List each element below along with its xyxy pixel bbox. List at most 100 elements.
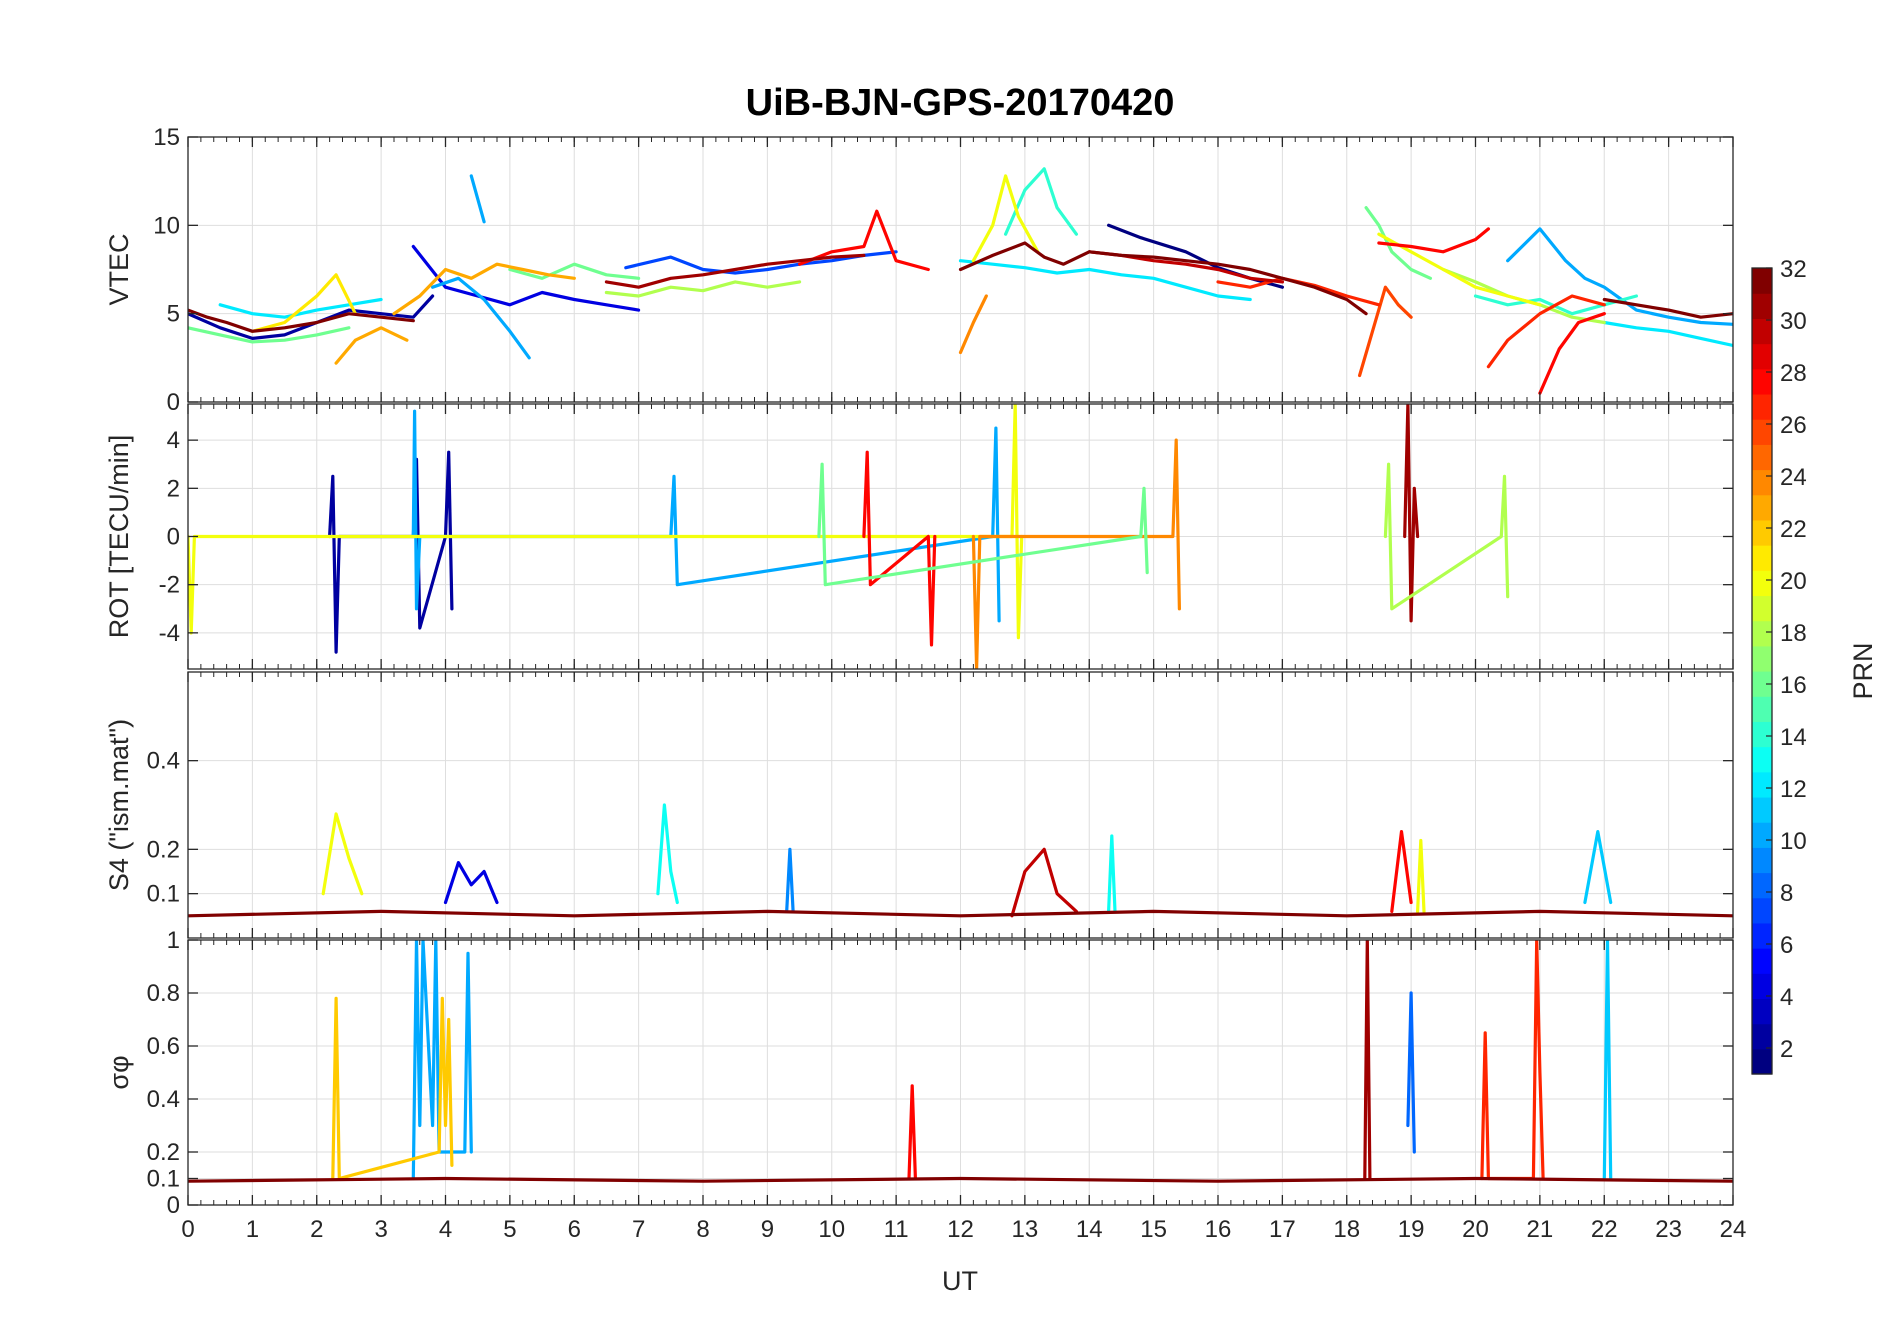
colorbar-tick-label: 16 <box>1780 672 1807 699</box>
x-tick-label: 21 <box>1527 1216 1554 1243</box>
y-tick-label: 10 <box>153 212 180 239</box>
y-tick-label: 2 <box>167 475 180 502</box>
series-line-prn-16 <box>817 462 1149 587</box>
colorbar-segment <box>1752 645 1772 672</box>
series-line-prn-32 <box>188 308 415 333</box>
series-line-prn-23 <box>334 326 409 365</box>
series-line-prn-9 <box>785 847 795 914</box>
series-line-prn-8 <box>1406 991 1416 1154</box>
y-tick-label: 15 <box>153 124 180 151</box>
series-line-prn-24 <box>958 294 988 355</box>
x-tick-label: 2 <box>310 1216 323 1243</box>
panel-0: 0 5 10 15 VTEC <box>104 124 1734 416</box>
colorbar-segment <box>1752 973 1772 1000</box>
x-tick-label: 20 <box>1462 1216 1489 1243</box>
colorbar-label: PRN <box>1848 642 1878 699</box>
x-tick-label: 4 <box>439 1216 452 1243</box>
series-line-prn-18 <box>604 280 802 298</box>
x-tick-label: 24 <box>1720 1216 1747 1243</box>
series-line-prn-23 <box>392 262 576 316</box>
colorbar-segment <box>1752 671 1772 697</box>
colorbar-segment <box>1752 494 1772 521</box>
colorbar-segment <box>1752 368 1772 395</box>
colorbar-segment <box>1752 343 1772 370</box>
series-line-prn-24 <box>971 438 1182 669</box>
x-tick-label: 6 <box>568 1216 581 1243</box>
series-line-prn-28 <box>1538 312 1606 395</box>
series-line-prn-16 <box>508 262 641 280</box>
series-group <box>188 803 1733 918</box>
colorbar-segment <box>1752 1023 1772 1050</box>
y-axis-label: ROT [TECU/min] <box>104 435 134 639</box>
colorbar-tick-label: 18 <box>1780 620 1807 647</box>
x-tick-label: 12 <box>947 1216 974 1243</box>
colorbar-frame <box>1751 267 1773 1075</box>
y-tick-label: 0.8 <box>147 980 180 1007</box>
colorbar-tick-label: 30 <box>1780 308 1807 335</box>
series-line-prn-16 <box>188 326 351 344</box>
y-axis-label: σφ <box>104 1055 134 1089</box>
colorbar-segment <box>1752 948 1772 974</box>
x-tick-label: 15 <box>1140 1216 1167 1243</box>
series-line-prn-2 <box>328 450 454 654</box>
series-line-prn-28 <box>1377 227 1491 254</box>
panel-1: -4 -2 0 2 4 ROT [TECU/min] <box>104 403 1734 670</box>
series-line-prn-10 <box>431 276 531 360</box>
series-line-prn-13 <box>656 803 679 905</box>
series-line-prn-30 <box>1010 847 1079 918</box>
colorbar-segment <box>1752 998 1772 1025</box>
series-line-prn-16 <box>1364 206 1433 280</box>
colorbar-segment <box>1752 393 1772 420</box>
series-line-prn-31 <box>604 253 866 289</box>
colorbar-segment <box>1752 545 1772 571</box>
colorbar-tick-label: 12 <box>1780 776 1807 803</box>
colorbar-segment <box>1752 796 1772 823</box>
colorbar-segment <box>1752 1048 1772 1075</box>
y-tick-label: 5 <box>167 301 180 328</box>
series-line-prn-10 <box>469 174 486 224</box>
series-line-prn-20 <box>1377 232 1542 307</box>
series-line-prn-32 <box>188 1176 1733 1183</box>
colorbar-segment <box>1752 318 1772 345</box>
chart-title: UiB-BJN-GPS-20170420 <box>746 82 1175 124</box>
colorbar-tick-label: 28 <box>1780 360 1807 387</box>
y-tick-label: 0.1 <box>147 1166 180 1193</box>
x-tick-label: 9 <box>761 1216 774 1243</box>
series-group <box>188 940 1733 1183</box>
colorbar-tick-label: 20 <box>1780 568 1807 595</box>
colorbar-segment <box>1752 469 1772 496</box>
series-line-prn-27 <box>1480 940 1545 1181</box>
x-tick-label: 22 <box>1591 1216 1618 1243</box>
colorbar-tick-label: 14 <box>1780 724 1807 751</box>
colorbar-tick-label: 32 <box>1780 256 1807 283</box>
series-group <box>188 404 1510 669</box>
series-line-prn-28 <box>797 209 930 272</box>
x-tick-label: 8 <box>696 1216 709 1243</box>
series-line-prn-31 <box>1363 940 1372 1181</box>
x-tick-label: 23 <box>1655 1216 1682 1243</box>
series-line-prn-20 <box>188 404 1024 640</box>
y-tick-label: 0 <box>167 1192 180 1219</box>
series-line-prn-10 <box>1506 227 1733 326</box>
colorbar-segment <box>1752 444 1772 471</box>
colorbar-segment <box>1752 822 1772 848</box>
series-line-prn-12 <box>1602 320 1733 348</box>
colorbar-segment <box>1752 570 1772 597</box>
series-line-prn-10 <box>411 940 473 1181</box>
x-tick-label: 13 <box>1012 1216 1039 1243</box>
y-tick-label: 0.2 <box>147 1139 180 1166</box>
x-tick-label: 14 <box>1076 1216 1103 1243</box>
colorbar-segment <box>1752 595 1772 622</box>
series-line-prn-28 <box>862 450 937 647</box>
series-line-prn-12 <box>958 259 1252 302</box>
colorbar-segment <box>1752 897 1772 924</box>
series-line-prn-32 <box>188 909 1733 918</box>
x-tick-label: 17 <box>1269 1216 1296 1243</box>
series-line-prn-31 <box>1403 404 1420 623</box>
colorbar-segment <box>1752 721 1772 748</box>
y-tick-label: 0.4 <box>147 748 180 775</box>
x-tick-label: 5 <box>503 1216 516 1243</box>
y-tick-label: -2 <box>159 572 180 599</box>
series-line-prn-26 <box>1357 285 1413 378</box>
